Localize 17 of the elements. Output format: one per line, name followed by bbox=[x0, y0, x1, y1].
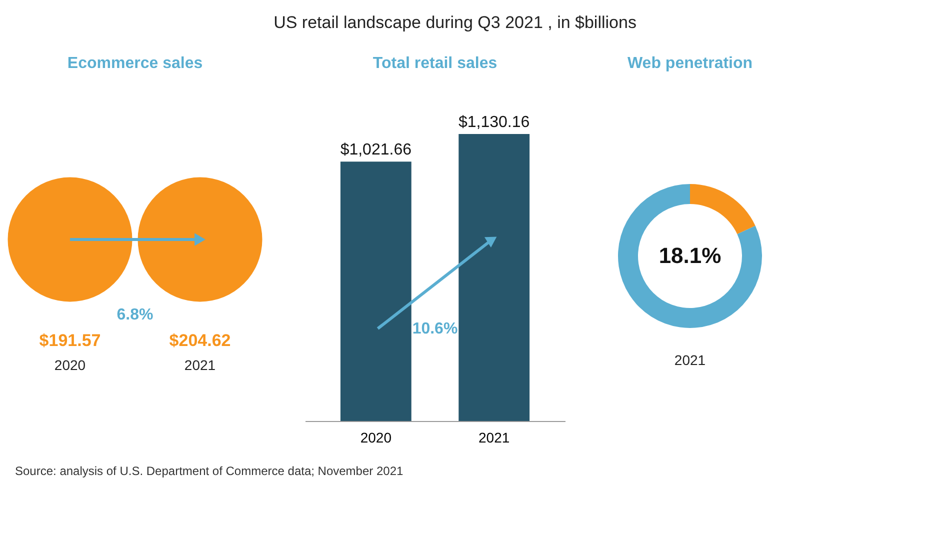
category-label: 2020 bbox=[54, 357, 86, 373]
category-label: 2021 bbox=[184, 357, 216, 373]
data-label: $191.57 bbox=[39, 331, 101, 350]
annotation: 10.6% bbox=[412, 320, 458, 338]
text: Ecommerce sales bbox=[67, 55, 203, 72]
donut-slice bbox=[618, 184, 762, 328]
chart-title: Web penetration bbox=[627, 55, 753, 72]
data-label: $204.62 bbox=[169, 331, 231, 350]
text: 2021 bbox=[674, 352, 706, 368]
text: US retail landscape during Q3 2021 , in $billions bbox=[274, 13, 636, 32]
data-label: $1,130.16 bbox=[458, 114, 530, 132]
chart-title: Total retail sales bbox=[372, 55, 498, 72]
donut-slice bbox=[690, 184, 756, 234]
data-label: $1,021.66 bbox=[340, 142, 412, 159]
data-label: 18.1% bbox=[658, 243, 722, 268]
text: 6.8% bbox=[116, 306, 154, 324]
source-note: Source: analysis of U.S. Department of Commerce data; November 2021 bbox=[15, 464, 404, 478]
